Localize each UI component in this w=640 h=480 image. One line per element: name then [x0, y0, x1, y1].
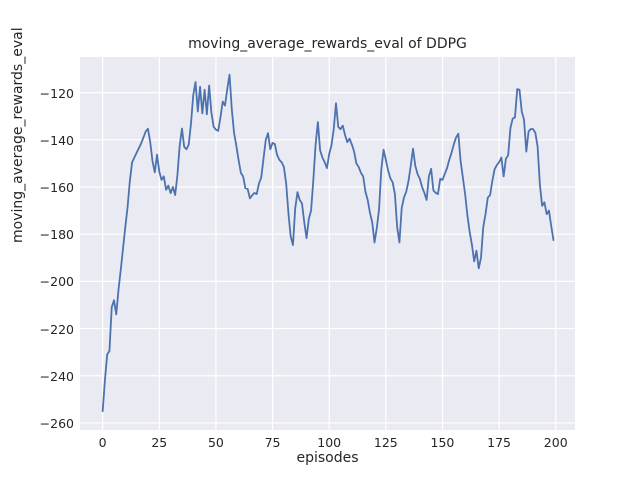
- y-tick-label: −140: [39, 132, 74, 148]
- y-tick-label: −260: [39, 415, 74, 431]
- y-tick-label: −180: [39, 227, 74, 243]
- y-tick-label: −240: [39, 368, 74, 384]
- x-tick-label: 175: [487, 435, 512, 450]
- line-chart-svg: [80, 57, 575, 430]
- y-tick-label: −200: [39, 274, 74, 290]
- x-tick-label: 200: [543, 435, 568, 450]
- x-tick-label: 75: [264, 435, 281, 450]
- chart-title: moving_average_rewards_eval of DDPG: [188, 36, 467, 52]
- y-tick-label: −160: [39, 179, 74, 195]
- x-tick-label: 150: [430, 435, 455, 450]
- x-tick-label: 125: [373, 435, 398, 450]
- plot-area: [80, 57, 575, 430]
- x-tick-label: 0: [98, 435, 107, 450]
- y-tick-label: −120: [39, 85, 74, 101]
- y-tick-label: −220: [39, 321, 74, 337]
- x-tick-label: 50: [207, 435, 224, 450]
- reward-line: [101, 73, 555, 413]
- x-tick-label: 25: [151, 435, 168, 450]
- x-tick-label: 100: [317, 435, 342, 450]
- x-axis-label: episodes: [296, 450, 359, 466]
